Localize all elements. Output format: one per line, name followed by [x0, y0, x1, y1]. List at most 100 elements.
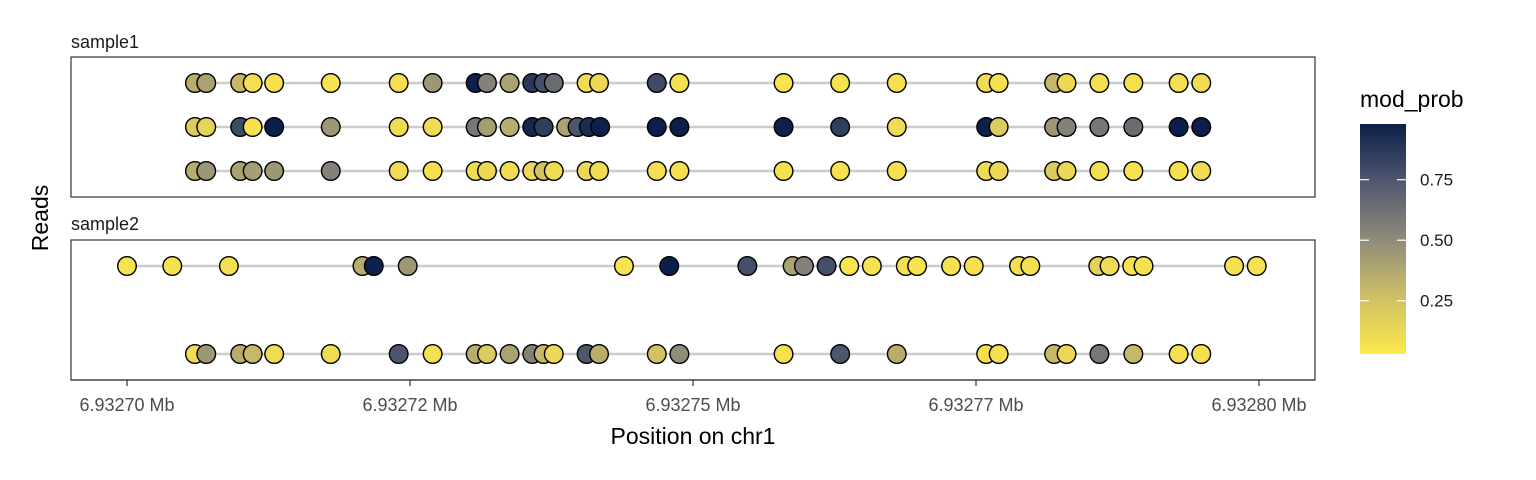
legend-title: mod_prob — [1360, 86, 1464, 112]
mod-point — [773, 160, 794, 181]
mod-point — [830, 116, 851, 137]
mod-point — [613, 256, 634, 277]
mod-point — [218, 256, 239, 277]
mod-point — [839, 256, 860, 277]
facet-label-sample2: sample2 — [71, 214, 139, 234]
mod-point — [242, 72, 263, 93]
mod-point — [886, 344, 907, 365]
mod-point — [397, 256, 418, 277]
mod-point — [1056, 160, 1077, 181]
mod-point — [264, 116, 285, 137]
mod-point — [1089, 344, 1110, 365]
mod-point — [388, 344, 409, 365]
mod-point — [422, 72, 443, 93]
mod-point — [422, 160, 443, 181]
mod-point — [320, 72, 341, 93]
mod-point — [388, 72, 409, 93]
mod-point — [242, 116, 263, 137]
mod-point — [242, 344, 263, 365]
legend-tick-label: 0.50 — [1420, 231, 1453, 250]
mod-point — [242, 160, 263, 181]
mod-point — [669, 344, 690, 365]
mod-point — [499, 344, 520, 365]
mod-point — [589, 72, 610, 93]
mod-point — [422, 116, 443, 137]
mod-point — [264, 160, 285, 181]
mod-point — [886, 72, 907, 93]
mod-point — [499, 116, 520, 137]
mod-point — [320, 344, 341, 365]
mod-point — [533, 116, 554, 137]
mod-point — [646, 72, 667, 93]
mod-point — [422, 344, 443, 365]
mod-point — [590, 116, 611, 137]
x-tick-label: 6.93272 Mb — [362, 395, 457, 415]
mod-point — [363, 256, 384, 277]
mod-point — [196, 116, 217, 137]
mod-point — [116, 256, 137, 277]
mod-point — [1168, 72, 1189, 93]
mod-point — [162, 256, 183, 277]
mod-point — [988, 344, 1009, 365]
x-axis-title: Position on chr1 — [611, 423, 776, 449]
mod-point — [1089, 160, 1110, 181]
mod-point — [1099, 256, 1120, 277]
mod-point — [196, 160, 217, 181]
mod-point — [659, 256, 680, 277]
mod-point — [830, 160, 851, 181]
mod-point — [476, 344, 497, 365]
mod-point — [830, 72, 851, 93]
mod-point — [543, 344, 564, 365]
mod-point — [589, 344, 610, 365]
mod-point — [1191, 160, 1212, 181]
mod-point — [589, 160, 610, 181]
mod-point — [816, 256, 837, 277]
mod-point — [941, 256, 962, 277]
mod-point — [793, 256, 814, 277]
mod-point — [669, 160, 690, 181]
mod-point — [737, 256, 758, 277]
mod-point — [1123, 116, 1144, 137]
mod-point — [388, 160, 409, 181]
mod-point — [1191, 72, 1212, 93]
mod-point — [1246, 256, 1267, 277]
mod-point — [499, 72, 520, 93]
mod-point — [886, 160, 907, 181]
mod-point — [988, 116, 1009, 137]
mod-point — [773, 72, 794, 93]
mod-point — [988, 160, 1009, 181]
mod-point — [669, 116, 690, 137]
mod-point — [1123, 344, 1144, 365]
mod-point — [1168, 160, 1189, 181]
mod-point — [669, 72, 690, 93]
x-tick-label: 6.93270 Mb — [79, 395, 174, 415]
mod-point — [907, 256, 928, 277]
mod-point — [499, 160, 520, 181]
mod-point — [196, 344, 217, 365]
mod-point — [264, 72, 285, 93]
mod-point — [388, 116, 409, 137]
mod-point — [1056, 116, 1077, 137]
mod-point — [988, 72, 1009, 93]
mod-point — [476, 160, 497, 181]
mod-point — [830, 344, 851, 365]
x-tick-label: 6.93280 Mb — [1211, 395, 1306, 415]
mod-point — [1056, 72, 1077, 93]
mod-point — [1089, 116, 1110, 137]
mod-point — [861, 256, 882, 277]
mod-point — [1020, 256, 1041, 277]
mod-point — [646, 116, 667, 137]
mod-point — [1133, 256, 1154, 277]
mod-point — [963, 256, 984, 277]
mod-point — [543, 72, 564, 93]
mod-point — [320, 116, 341, 137]
mod-point — [1089, 72, 1110, 93]
legend-colorbar — [1360, 124, 1406, 354]
mod-point — [1191, 116, 1212, 137]
mod-point — [1056, 344, 1077, 365]
x-tick-label: 6.93277 Mb — [928, 395, 1023, 415]
panel-sample1 — [70, 56, 1316, 198]
mod-point — [476, 116, 497, 137]
mod-point — [1168, 116, 1189, 137]
mod-point — [646, 160, 667, 181]
